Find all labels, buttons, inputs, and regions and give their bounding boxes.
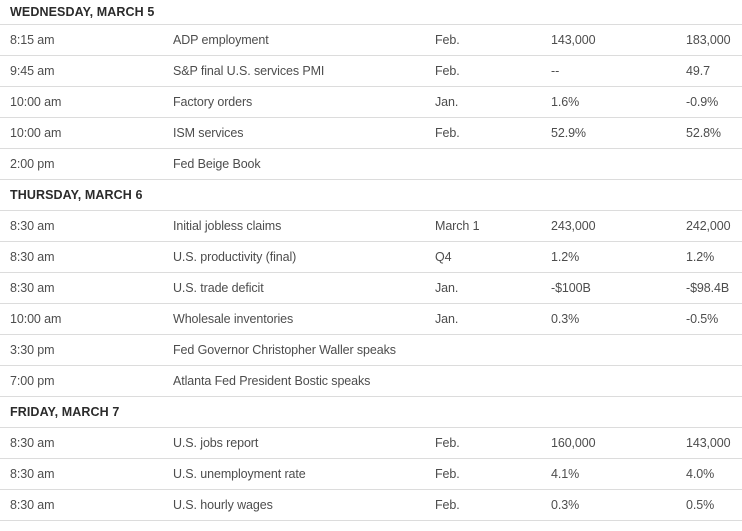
cell-forecast: 1.2% [551, 250, 580, 264]
cell-forecast: -$100B [551, 281, 591, 295]
cell-period: Feb. [435, 436, 460, 450]
cell-time: 9:45 am [10, 64, 55, 78]
table-row: 8:30 am Initial jobless claims March 1 243,… [0, 211, 742, 242]
cell-time: 8:30 am [10, 250, 55, 264]
section-title: FRIDAY, MARCH 7 [10, 405, 120, 419]
cell-period: March 1 [435, 219, 480, 233]
cell-report: Initial jobless claims [173, 219, 282, 233]
table-row: 9:45 am S&P final U.S. services PMI Feb. --… [0, 56, 742, 87]
cell-time: 7:00 pm [10, 374, 55, 388]
cell-period: Feb. [435, 498, 460, 512]
table-row: 3:30 pm Fed Governor Christopher Waller s… [0, 335, 742, 366]
cell-period: Jan. [435, 95, 459, 109]
cell-report: U.S. hourly wages [173, 498, 273, 512]
cell-previous: 0.5% [686, 498, 715, 512]
section-title: WEDNESDAY, MARCH 5 [10, 5, 155, 19]
table-row: 8:30 am U.S. jobs report Feb. 160,000 143,00… [0, 428, 742, 459]
cell-previous: -$98.4B [686, 281, 730, 295]
cell-forecast: 52.9% [551, 126, 586, 140]
section-title: THURSDAY, MARCH 6 [10, 188, 143, 202]
cell-previous: 242,000 [686, 219, 731, 233]
cell-report: Fed Governor Christopher Waller speaks [173, 343, 396, 357]
section-header-row: FRIDAY, MARCH 7 [0, 397, 742, 428]
cell-report: Atlanta Fed President Bostic speaks [173, 374, 371, 388]
cell-period: Feb. [435, 33, 460, 47]
section-header-row: THURSDAY, MARCH 6 [0, 180, 742, 211]
cell-period: Feb. [435, 467, 460, 481]
table-row: 10:00 am ISM services Feb. 52.9% 52.8% [0, 118, 742, 149]
cell-report: Wholesale inventories [173, 312, 294, 326]
cell-time: 8:30 am [10, 436, 55, 450]
cell-report: S&P final U.S. services PMI [173, 64, 325, 78]
cell-time: 10:00 am [10, 95, 62, 109]
cell-forecast: 1.6% [551, 95, 580, 109]
table-row: 7:00 pm Atlanta Fed President Bostic spea… [0, 366, 742, 397]
cell-time: 8:15 am [10, 33, 55, 47]
table-row: 10:00 am Wholesale inventories Jan. 0.3% -0.… [0, 304, 742, 335]
cell-forecast: 0.3% [551, 498, 580, 512]
cell-time: 8:30 am [10, 219, 55, 233]
cell-period: Feb. [435, 64, 460, 78]
table-row: 8:15 am ADP employment Feb. 143,000 183,000 [0, 25, 742, 56]
cell-previous: 49.7 [686, 64, 710, 78]
cell-period: Feb. [435, 126, 460, 140]
cell-report: U.S. unemployment rate [173, 467, 306, 481]
cell-time: 2:00 pm [10, 157, 55, 171]
cell-previous: 183,000 [686, 33, 731, 47]
cell-period: Jan. [435, 312, 459, 326]
cell-previous: -0.5% [686, 312, 719, 326]
table-row: 8:30 am U.S. hourly wages Feb. 0.3% 0.5% [0, 490, 742, 521]
cell-time: 3:30 pm [10, 343, 55, 357]
cell-report: Factory orders [173, 95, 253, 109]
cell-report: U.S. jobs report [173, 436, 259, 450]
cell-period: Q4 [435, 250, 452, 264]
cell-time: 8:30 am [10, 467, 55, 481]
cell-forecast: 4.1% [551, 467, 580, 481]
cell-forecast: 160,000 [551, 436, 596, 450]
cell-time: 8:30 am [10, 498, 55, 512]
table-row: 2:00 pm Fed Beige Book [0, 149, 742, 180]
cell-time: 10:00 am [10, 126, 62, 140]
cell-report: ADP employment [173, 33, 269, 47]
cell-previous: 143,000 [686, 436, 731, 450]
cell-report: ISM services [173, 126, 244, 140]
cell-report: U.S. productivity (final) [173, 250, 297, 264]
table-row: 8:30 am U.S. productivity (final) Q4 1.2% 1.… [0, 242, 742, 273]
cell-previous: 52.8% [686, 126, 721, 140]
cell-report: Fed Beige Book [173, 157, 261, 171]
cell-forecast: 143,000 [551, 33, 596, 47]
cell-time: 8:30 am [10, 281, 55, 295]
cell-forecast: 243,000 [551, 219, 596, 233]
cell-period: Jan. [435, 281, 459, 295]
cell-forecast: 0.3% [551, 312, 580, 326]
cell-previous: -0.9% [686, 95, 719, 109]
table-row: 8:30 am U.S. trade deficit Jan. -$100B -$98.… [0, 273, 742, 304]
cell-previous: 1.2% [686, 250, 715, 264]
cell-time: 10:00 am [10, 312, 62, 326]
table-row: 10:00 am Factory orders Jan. 1.6% -0.9% [0, 87, 742, 118]
cell-report: U.S. trade deficit [173, 281, 264, 295]
cell-previous: 4.0% [686, 467, 715, 481]
table-row: 8:30 am U.S. unemployment rate Feb. 4.1% 4.0… [0, 459, 742, 490]
cell-forecast: -- [551, 64, 560, 78]
section-header-row: WEDNESDAY, MARCH 5 [0, 0, 742, 25]
